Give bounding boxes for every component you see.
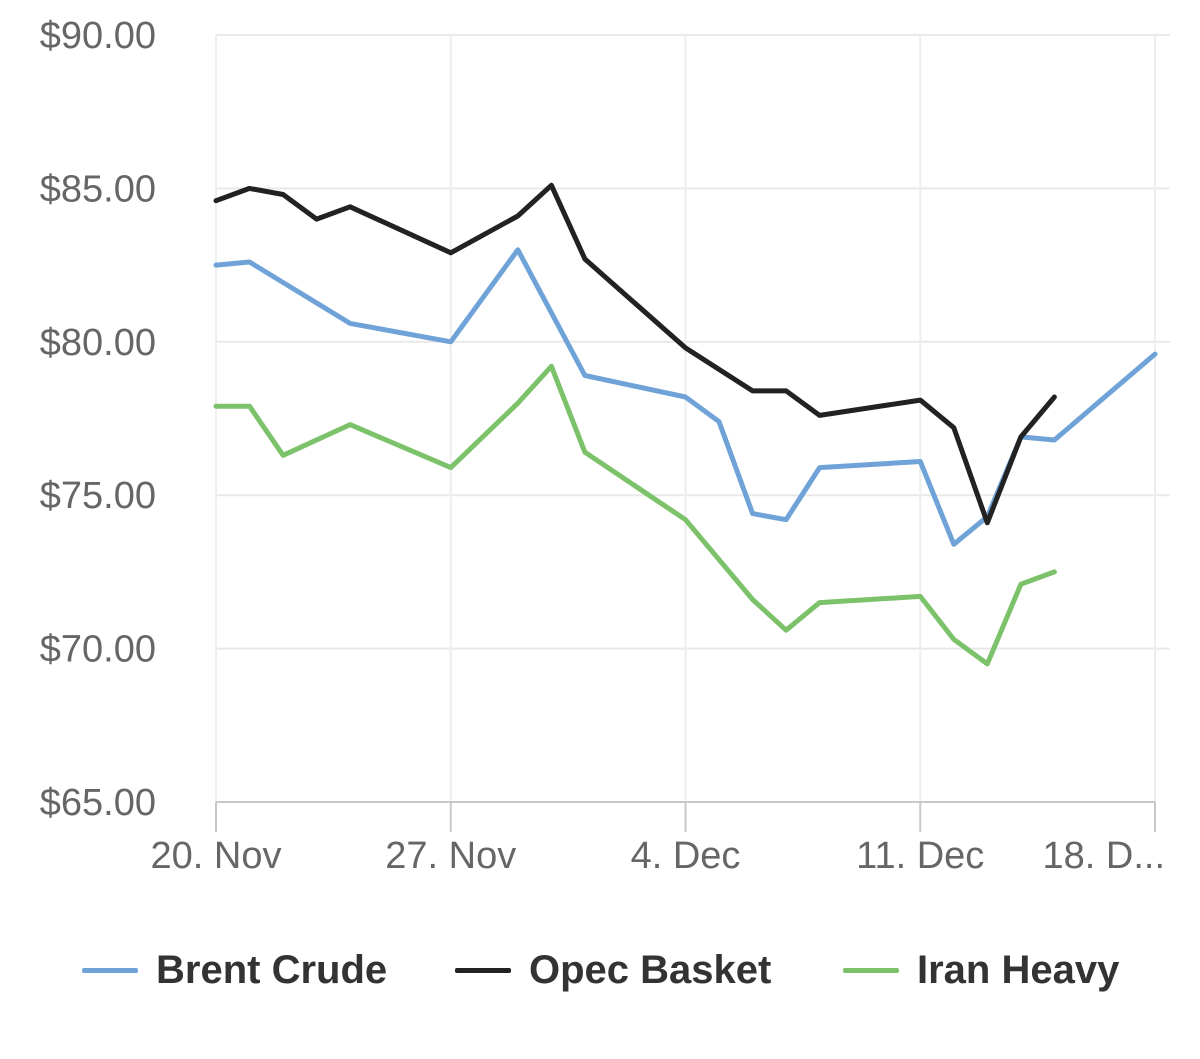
x-tick-label: 20. Nov bbox=[151, 835, 282, 877]
gridlines bbox=[215, 34, 1170, 802]
legend-item-brent-crude[interactable]: Brent Crude bbox=[82, 935, 387, 1005]
x-tick-label: 4. Dec bbox=[631, 835, 741, 877]
legend-swatch-brent-crude bbox=[82, 967, 138, 973]
legend-item-iran-heavy[interactable]: Iran Heavy bbox=[843, 935, 1119, 1005]
line-chart: $65.00 $70.00 $75.00 $80.00 $85.00 $90.00 20.… bbox=[40, 15, 1170, 877]
chart-legend: Brent Crude Opec Basket Iran Heavy bbox=[0, 935, 1200, 1005]
x-tick-label: 11. Dec bbox=[856, 835, 984, 877]
y-tick-label: $90.00 bbox=[40, 15, 156, 57]
y-tick-label: $65.00 bbox=[40, 782, 156, 824]
y-tick-label: $85.00 bbox=[40, 168, 156, 210]
y-axis-tick-labels: $65.00 $70.00 $75.00 $80.00 $85.00 $90.00 bbox=[40, 15, 156, 824]
legend-item-opec-basket[interactable]: Opec Basket bbox=[455, 935, 771, 1005]
y-tick-label: $80.00 bbox=[40, 322, 156, 364]
legend-swatch-iran-heavy bbox=[843, 967, 899, 973]
y-tick-label: $70.00 bbox=[40, 629, 156, 671]
x-tick-label: 27. Nov bbox=[385, 835, 516, 877]
legend-label-opec-basket: Opec Basket bbox=[529, 947, 772, 992]
series-line-iran-heavy[interactable] bbox=[213, 363, 1057, 667]
legend-swatch-opec-basket bbox=[455, 967, 511, 973]
x-tick-label: 18. D... bbox=[1043, 835, 1166, 877]
legend-label-iran-heavy: Iran Heavy bbox=[917, 947, 1120, 992]
y-tick-label: $75.00 bbox=[40, 475, 156, 517]
legend-label-brent-crude: Brent Crude bbox=[156, 947, 388, 992]
series-line-opec-basket[interactable] bbox=[213, 182, 1057, 526]
x-axis: 20. Nov 27. Nov 4. Dec 11. Dec 18. D... bbox=[151, 801, 1166, 877]
series-lines bbox=[213, 182, 1158, 667]
